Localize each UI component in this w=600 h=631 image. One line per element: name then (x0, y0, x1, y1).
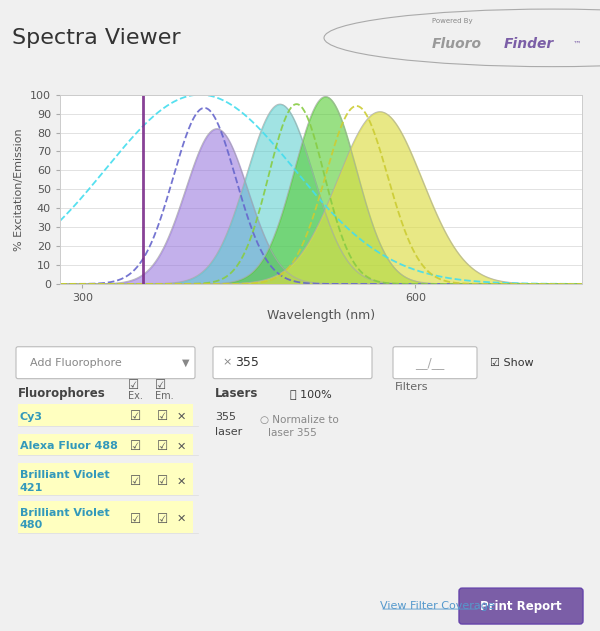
Text: laser: laser (215, 427, 242, 437)
Text: Cy3: Cy3 (20, 411, 43, 422)
FancyBboxPatch shape (18, 433, 193, 456)
Text: Brilliant Violet
421: Brilliant Violet 421 (20, 470, 110, 493)
Text: ▼: ▼ (182, 358, 190, 368)
Text: ☑: ☑ (157, 475, 168, 488)
Text: Powered By: Powered By (432, 18, 473, 24)
Text: ✕: ✕ (177, 411, 187, 422)
X-axis label: Wavelength (nm): Wavelength (nm) (267, 309, 375, 322)
Text: ☑: ☑ (155, 379, 166, 392)
Text: ⦿ 100%: ⦿ 100% (290, 389, 332, 399)
Text: ☑: ☑ (157, 513, 168, 526)
Text: ☑: ☑ (157, 410, 168, 423)
Text: ☑: ☑ (130, 410, 141, 423)
Text: ☑ Show: ☑ Show (490, 358, 533, 368)
FancyBboxPatch shape (459, 588, 583, 624)
Y-axis label: % Excitation/Emission: % Excitation/Emission (14, 128, 25, 251)
Text: laser 355: laser 355 (268, 428, 317, 437)
Text: ☑: ☑ (130, 475, 141, 488)
Text: Alexa Fluor 488: Alexa Fluor 488 (20, 442, 118, 452)
FancyBboxPatch shape (393, 347, 477, 379)
Text: ○ Normalize to: ○ Normalize to (260, 415, 339, 425)
Text: ×: × (222, 358, 232, 368)
Text: ✕: ✕ (177, 514, 187, 524)
Text: Add Fluorophore: Add Fluorophore (30, 358, 122, 368)
Text: ™: ™ (573, 39, 581, 49)
Text: Spectra Viewer: Spectra Viewer (12, 28, 181, 48)
Text: ☑: ☑ (157, 440, 168, 453)
FancyBboxPatch shape (16, 347, 195, 379)
Text: Ex.: Ex. (128, 391, 143, 401)
Text: ✕: ✕ (177, 442, 187, 452)
Text: Brilliant Violet
480: Brilliant Violet 480 (20, 508, 110, 531)
FancyBboxPatch shape (18, 463, 193, 495)
FancyBboxPatch shape (18, 404, 193, 425)
Text: View Filter Coverage: View Filter Coverage (380, 601, 495, 611)
FancyBboxPatch shape (213, 347, 372, 379)
Text: 355: 355 (215, 411, 236, 422)
Text: ☑: ☑ (130, 440, 141, 453)
FancyBboxPatch shape (18, 502, 193, 533)
Text: ✕: ✕ (177, 476, 187, 487)
Text: Lasers: Lasers (215, 387, 259, 400)
Text: ☑: ☑ (130, 513, 141, 526)
Text: Fluorophores: Fluorophores (18, 387, 106, 400)
Text: Fluoro: Fluoro (432, 37, 482, 51)
Text: Em.: Em. (155, 391, 173, 401)
Text: Print Report: Print Report (480, 599, 562, 613)
Text: Filters: Filters (395, 382, 428, 392)
Text: Finder: Finder (504, 37, 554, 51)
Text: 355: 355 (235, 357, 259, 369)
Text: ☑: ☑ (128, 379, 139, 392)
Text: __/__: __/__ (415, 357, 444, 369)
